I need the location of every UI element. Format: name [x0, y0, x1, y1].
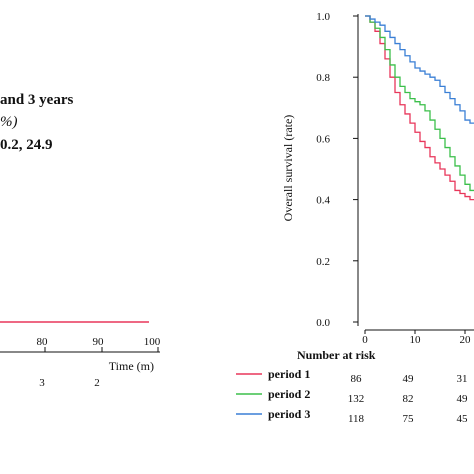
y-tick-label: 0.6: [316, 133, 330, 145]
legend-label: period 1: [268, 367, 310, 381]
y-tick-label: 0.0: [316, 317, 330, 329]
left-x-axis-label: Time (m): [109, 359, 154, 373]
left-x-tick-label: 100: [144, 336, 161, 348]
left-panel: and 3 years %) 0.2, 24.9 80 90 100 Time …: [0, 92, 161, 389]
survival-curves: [365, 15, 474, 201]
series-line-period-1: [365, 15, 474, 201]
legend-label: period 3: [268, 407, 310, 421]
risk-count: 49: [457, 393, 469, 405]
annotation-line-2: %): [0, 114, 18, 130]
risk-count: 118: [348, 413, 365, 425]
left-x-tick-label: 80: [37, 336, 49, 348]
risk-count: 45: [457, 413, 469, 425]
x-tick-label: 0: [362, 334, 368, 346]
legend-label: period 2: [268, 387, 310, 401]
series-line-period-3: [365, 15, 474, 124]
risk-count: 49: [403, 373, 415, 385]
y-tick-label: 0.2: [316, 256, 330, 268]
y-tick-label: 0.4: [316, 195, 330, 207]
annotation-line-3: 0.2, 24.9: [0, 137, 53, 153]
risk-count: 31: [457, 373, 468, 385]
x-ticks: 0 10 20: [362, 330, 471, 346]
x-tick-label: 10: [410, 334, 422, 346]
annotation-line-1: and 3 years: [0, 92, 74, 108]
x-tick-label: 20: [460, 334, 472, 346]
y-tick-label: 0.8: [316, 72, 330, 84]
y-tick-label: 1.0: [316, 11, 330, 23]
risk-rows: period 1 86 49 31 period 2 132 82 49 period 3 118…: [236, 367, 468, 425]
km-plot: Overall survival (rate) 1.0 0.8 0.6 0.4 0.2 0…: [281, 11, 474, 346]
series-line-period-2: [365, 15, 474, 192]
risk-count: 75: [403, 413, 415, 425]
y-ticks: 1.0 0.8 0.6 0.4 0.2 0.0: [316, 11, 358, 329]
left-risk-count: 3: [39, 377, 45, 389]
left-risk-count: 2: [94, 377, 100, 389]
risk-count: 132: [348, 393, 365, 405]
risk-count: 86: [351, 373, 363, 385]
risk-table: Number at risk period 1 86 49 31 period 2 132…: [236, 348, 468, 425]
left-x-tick-label: 90: [93, 336, 105, 348]
risk-count: 82: [403, 393, 414, 405]
risk-table-title: Number at risk: [297, 348, 376, 362]
y-axis-label: Overall survival (rate): [281, 115, 295, 222]
